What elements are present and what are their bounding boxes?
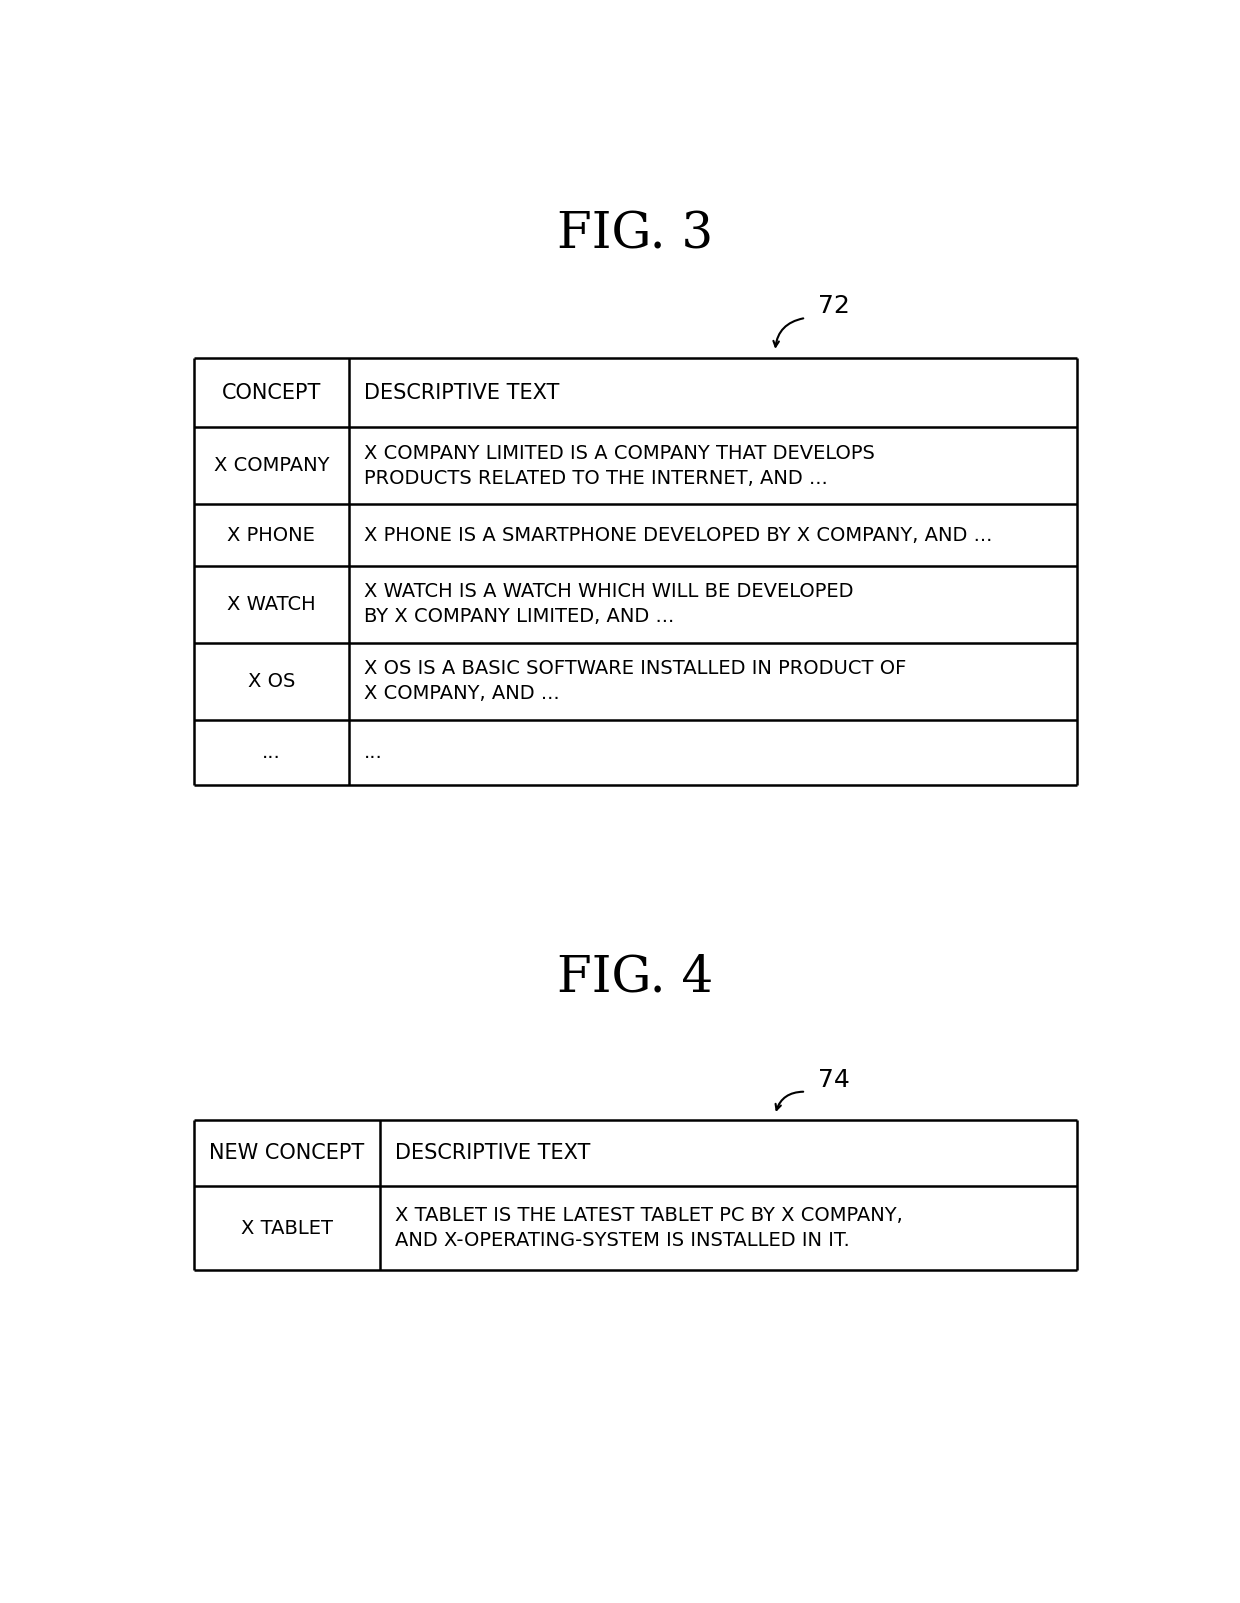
Text: X TABLET IS THE LATEST TABLET PC BY X COMPANY,
AND X-OPERATING-SYSTEM IS INSTALL: X TABLET IS THE LATEST TABLET PC BY X CO… — [396, 1205, 903, 1250]
Text: X PHONE: X PHONE — [227, 526, 315, 545]
Text: 72: 72 — [817, 295, 849, 319]
Text: X WATCH: X WATCH — [227, 595, 315, 614]
Text: X OS IS A BASIC SOFTWARE INSTALLED IN PRODUCT OF
X COMPANY, AND ...: X OS IS A BASIC SOFTWARE INSTALLED IN PR… — [365, 659, 906, 704]
Text: NEW CONCEPT: NEW CONCEPT — [210, 1143, 365, 1162]
Text: 74: 74 — [817, 1068, 849, 1092]
Text: DESCRIPTIVE TEXT: DESCRIPTIVE TEXT — [365, 383, 559, 402]
Text: FIG. 3: FIG. 3 — [557, 210, 714, 260]
Text: ...: ... — [262, 744, 280, 761]
Text: X PHONE IS A SMARTPHONE DEVELOPED BY X COMPANY, AND ...: X PHONE IS A SMARTPHONE DEVELOPED BY X C… — [365, 526, 993, 545]
Text: FIG. 4: FIG. 4 — [557, 954, 714, 1002]
Text: X COMPANY: X COMPANY — [213, 457, 329, 474]
Text: CONCEPT: CONCEPT — [222, 383, 321, 402]
Text: DESCRIPTIVE TEXT: DESCRIPTIVE TEXT — [396, 1143, 590, 1162]
Text: X COMPANY LIMITED IS A COMPANY THAT DEVELOPS
PRODUCTS RELATED TO THE INTERNET, A: X COMPANY LIMITED IS A COMPANY THAT DEVE… — [365, 444, 875, 487]
Text: X TABLET: X TABLET — [241, 1218, 332, 1238]
Text: X WATCH IS A WATCH WHICH WILL BE DEVELOPED
BY X COMPANY LIMITED, AND ...: X WATCH IS A WATCH WHICH WILL BE DEVELOP… — [365, 582, 854, 627]
Text: X OS: X OS — [248, 672, 295, 691]
Text: ...: ... — [365, 744, 383, 761]
